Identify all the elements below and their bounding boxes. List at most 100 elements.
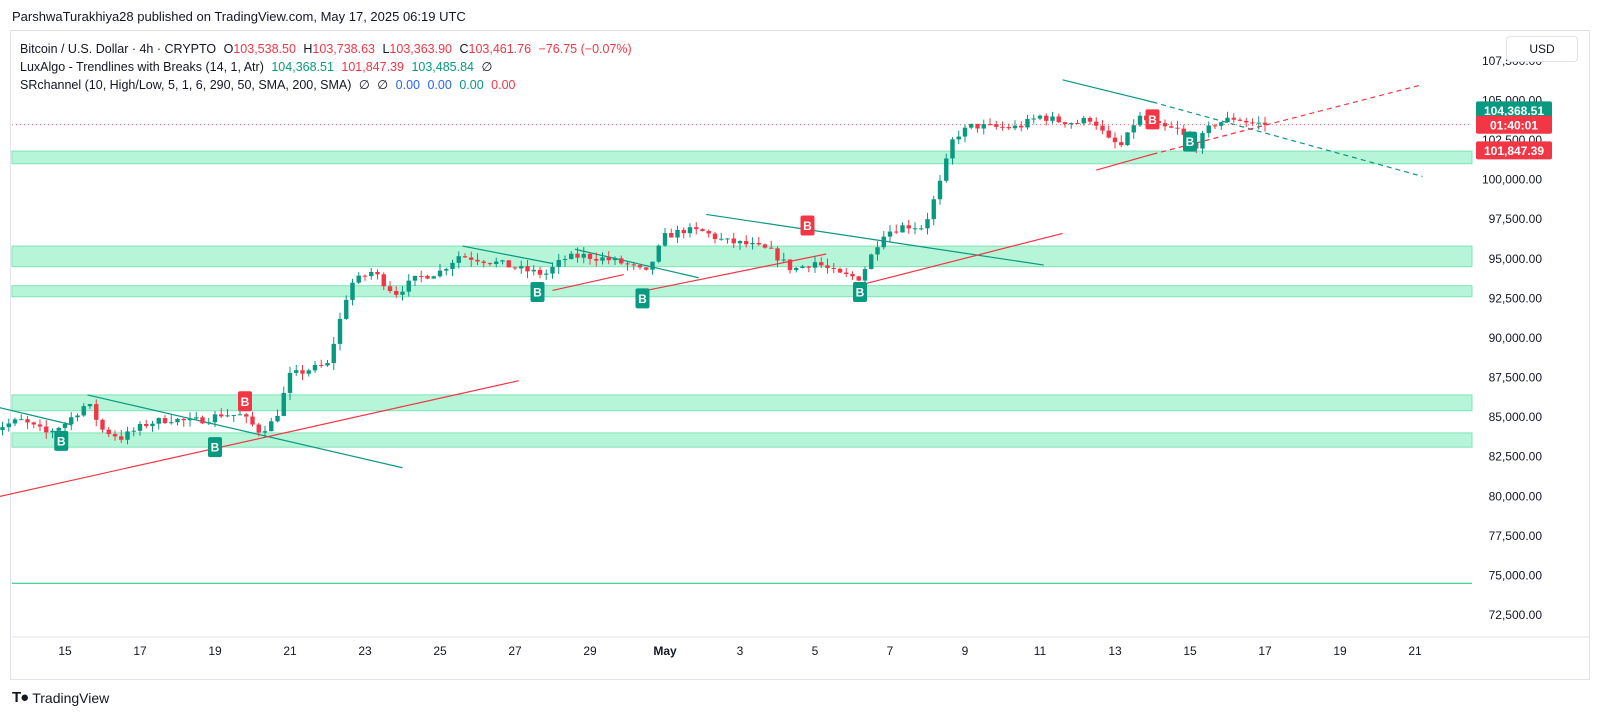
candle-body — [619, 258, 624, 264]
candle-body — [112, 434, 118, 437]
x-tick-label: 17 — [133, 644, 147, 658]
legend-srchannel-row[interactable]: SRchannel (10, High/Low, 5, 1, 6, 290, 5… — [20, 76, 632, 94]
candle-body — [25, 419, 30, 423]
candle-body — [1212, 125, 1218, 127]
candle-body — [50, 430, 55, 433]
candle-body — [944, 158, 949, 181]
change-value: −76.75 (−0.07%) — [538, 42, 632, 56]
candle-body — [875, 247, 880, 255]
candle-body — [1200, 133, 1205, 149]
x-tick-label: 11 — [1034, 644, 1047, 658]
luxalgo-value-4: ∅ — [481, 60, 493, 74]
candle-body — [81, 406, 86, 416]
tradingview-brand[interactable]: T● TradingView — [12, 689, 109, 706]
candle-body — [212, 414, 218, 423]
candle-body — [256, 424, 261, 433]
candle-body — [587, 253, 593, 259]
y-tick-label: 72,500.00 — [1489, 608, 1543, 622]
x-tick-label: 3 — [737, 644, 744, 658]
candle-body — [1262, 122, 1268, 125]
luxalgo-value-3: 103,485.84 — [411, 60, 475, 74]
price-label-text: 101,847.39 — [1484, 144, 1544, 158]
candle-body — [331, 343, 336, 364]
bearish-break-marker: B — [238, 391, 252, 412]
candle-body — [1056, 116, 1061, 123]
sr-zone — [11, 432, 1473, 448]
marker-label: B — [1148, 113, 1157, 127]
candle-body — [56, 427, 61, 431]
candle-body — [700, 229, 705, 232]
symbol-title[interactable]: Bitcoin / U.S. Dollar · 4h · CRYPTO — [20, 42, 217, 56]
candle-body — [312, 364, 318, 371]
candle-body — [937, 180, 943, 200]
marker-label: B — [803, 219, 812, 233]
candle-body — [906, 225, 911, 229]
candle-body — [237, 414, 243, 416]
sr-zone — [11, 285, 1473, 298]
bullish-break-marker: B — [530, 282, 545, 302]
price-axis-label: 01:40:01 — [1476, 115, 1552, 134]
srchannel-value-6: 0.00 — [491, 78, 516, 92]
candle-body — [819, 262, 824, 266]
candle-body — [325, 363, 330, 366]
marker-badge — [54, 430, 69, 451]
candle-body — [706, 231, 711, 234]
candle-body — [244, 414, 249, 417]
candle-body — [1131, 125, 1136, 133]
candle-body — [194, 417, 199, 419]
candle-body — [412, 275, 418, 281]
resistance-trendline — [87, 394, 403, 469]
candle-body — [744, 241, 749, 245]
luxalgo-name[interactable]: LuxAlgo - Trendlines with Breaks (14, 1,… — [20, 60, 264, 74]
candle-body — [87, 404, 93, 407]
marker-badge — [530, 282, 545, 302]
candle-body — [862, 269, 868, 281]
candle-body — [469, 257, 474, 260]
candle-body — [931, 199, 936, 220]
candle-body — [994, 124, 999, 127]
sr-zone — [11, 394, 1473, 412]
y-tick-label: 97,500.00 — [1489, 212, 1543, 226]
candle-body — [1050, 116, 1055, 121]
candle-body — [44, 426, 49, 433]
price-label-bg — [1476, 141, 1552, 160]
y-tick-label: 90,000.00 — [1489, 331, 1543, 345]
legend-luxalgo-row[interactable]: LuxAlgo - Trendlines with Breaks (14, 1,… — [20, 58, 632, 76]
candle-body — [119, 436, 124, 440]
candle-body — [1181, 128, 1186, 135]
candle-body — [1169, 126, 1174, 128]
currency-button[interactable]: USD — [1506, 36, 1578, 62]
candle-body — [262, 431, 268, 433]
sr-zone — [11, 150, 1473, 165]
marker-badge — [800, 215, 815, 236]
srchannel-value-5: 0.00 — [459, 78, 484, 92]
candle-body — [431, 276, 436, 279]
candle-body — [562, 259, 568, 261]
bullish-break-marker: B — [54, 430, 69, 451]
marker-badge — [1145, 109, 1160, 130]
legend: Bitcoin / U.S. Dollar · 4h · CRYPTO O103… — [20, 40, 632, 94]
candle-body — [725, 238, 730, 240]
candle-body — [950, 139, 955, 159]
y-tick-label: 82,500.00 — [1489, 450, 1543, 464]
candle-body — [144, 424, 149, 427]
candle-body — [200, 417, 205, 424]
candle-body — [656, 245, 661, 262]
candle-body — [500, 260, 505, 262]
marker-label: B — [533, 286, 542, 300]
candle-body — [756, 243, 761, 245]
candle-body — [544, 273, 549, 275]
candle-body — [1094, 121, 1099, 126]
candle-body — [512, 267, 518, 269]
candle-body — [919, 228, 924, 230]
candle-body — [594, 258, 599, 261]
candle-body — [250, 416, 255, 425]
candle-body — [206, 422, 211, 424]
candle-body — [881, 236, 886, 248]
candle-body — [1219, 122, 1224, 126]
chart-frame — [10, 30, 1590, 680]
candle-body — [19, 419, 24, 421]
x-tick-label: 19 — [1333, 644, 1347, 658]
srchannel-name[interactable]: SRchannel (10, High/Low, 5, 1, 6, 290, 5… — [20, 78, 352, 92]
